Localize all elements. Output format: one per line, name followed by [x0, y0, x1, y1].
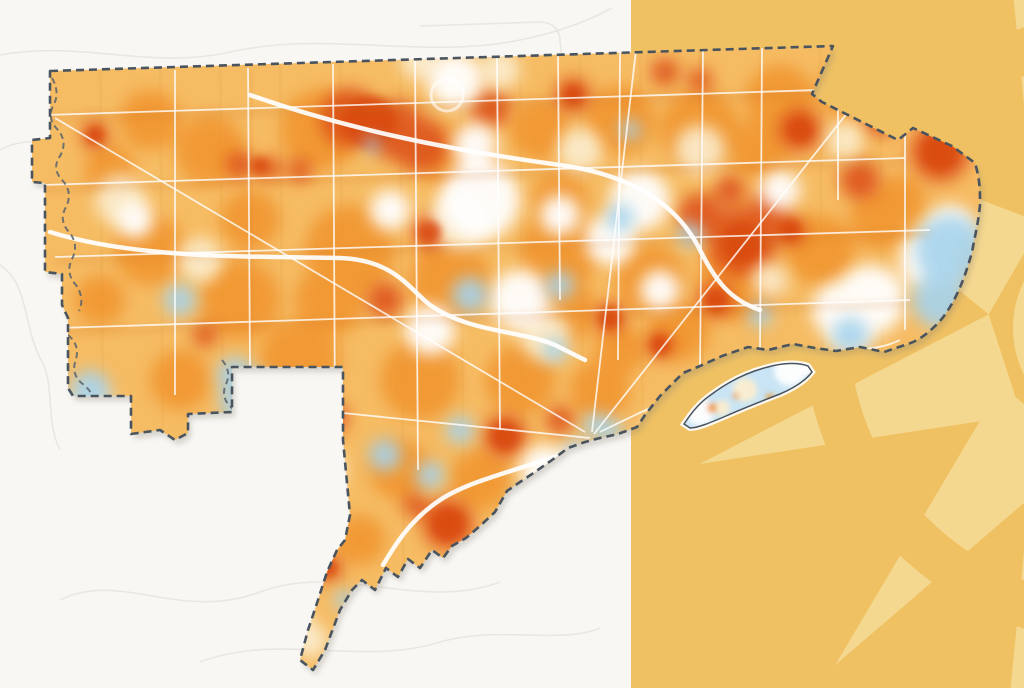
road-line: [342, 412, 591, 439]
city-boundary: [30, 44, 982, 672]
basemap-terrain-line: [0, 7, 613, 59]
creek-line: [49, 77, 83, 312]
sun-ray: [1013, 0, 1024, 104]
belle-isle-island: [679, 360, 816, 432]
freeway-line: [247, 92, 763, 313]
road-line: [591, 49, 637, 433]
sun-disk: [1013, 281, 1024, 375]
road-line: [414, 59, 419, 471]
road-line: [759, 47, 763, 353]
basemap-terrain-line: [0, 264, 61, 451]
sun-ray: [699, 314, 1022, 464]
island-outline: [682, 362, 813, 429]
road-line: [41, 157, 906, 186]
road-line: [617, 51, 621, 361]
road-line: [247, 67, 251, 368]
road-line: [332, 63, 336, 413]
basemap-terrain-line: [419, 21, 563, 61]
road-line: [54, 229, 931, 258]
basemap-terrain-line: [59, 581, 501, 603]
road-line: [59, 299, 911, 329]
freeway-line: [47, 229, 588, 363]
freeway-line: [380, 442, 593, 568]
basemap-terrain-line: [199, 627, 601, 663]
road-line: [557, 54, 561, 301]
road-line: [54, 117, 586, 433]
road-line: [699, 48, 704, 371]
road-line: [593, 111, 849, 435]
